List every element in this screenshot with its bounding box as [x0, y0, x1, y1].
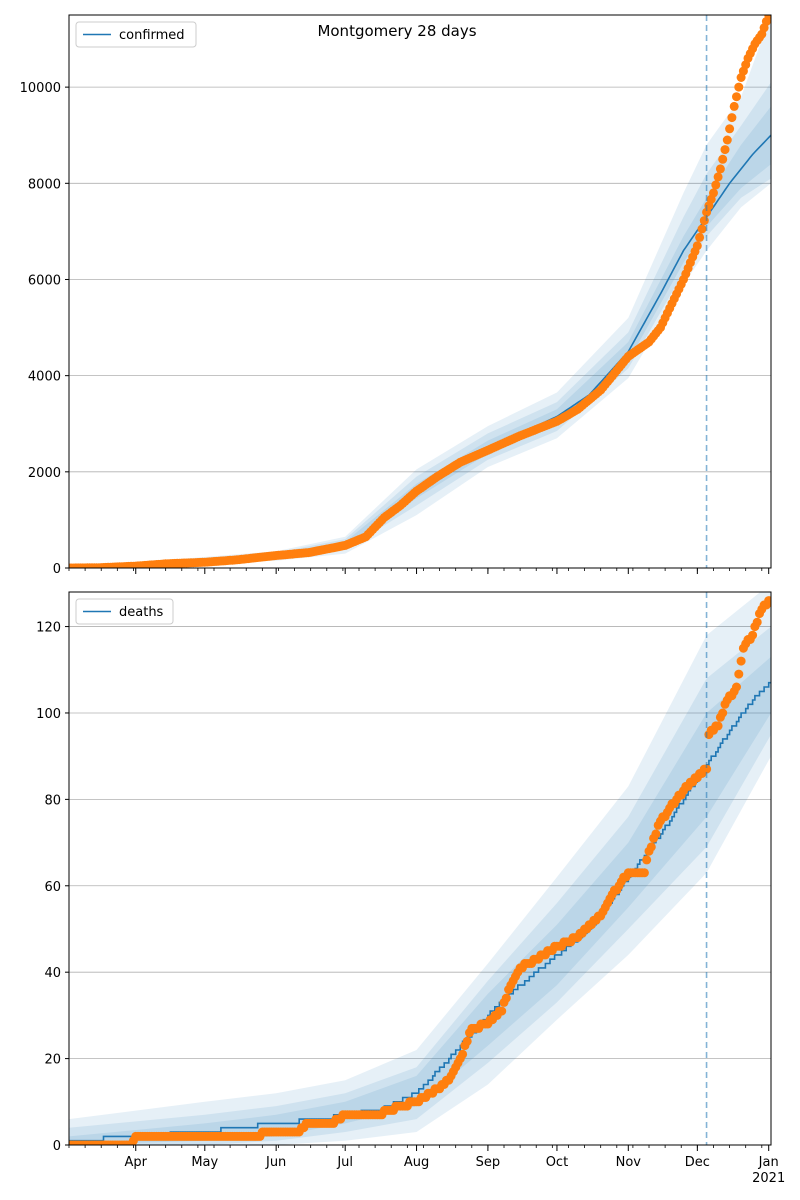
observed-point: [734, 82, 744, 92]
observed-point: [695, 232, 705, 242]
observed-point: [732, 682, 741, 692]
x-tick-label: Sep: [476, 1155, 501, 1170]
y-tick-label: 6000: [28, 273, 61, 288]
observed-point: [727, 113, 737, 123]
observed-point: [497, 1006, 507, 1016]
y-tick-label: 80: [44, 793, 61, 808]
observed-point: [462, 1036, 472, 1046]
observed-point: [646, 842, 656, 852]
observed-point: [732, 92, 741, 102]
observed-point: [718, 708, 728, 718]
observed-point: [725, 124, 735, 134]
observed-point: [702, 764, 712, 774]
figure-title: Montgomery 28 days: [317, 22, 476, 40]
observed-point: [722, 135, 732, 145]
observed-point: [713, 721, 723, 731]
legend-label: confirmed: [119, 28, 185, 43]
observed-point: [729, 101, 739, 111]
x-tick-label: Jan: [758, 1155, 779, 1170]
observed-point: [639, 868, 649, 878]
observed-point: [734, 669, 744, 679]
y-tick-label: 4000: [28, 370, 61, 385]
observed-point: [752, 617, 762, 627]
x-tick-label: Dec: [685, 1155, 710, 1170]
x-tick-label: Nov: [616, 1155, 642, 1170]
observed-point: [697, 224, 707, 234]
observed-point: [748, 630, 758, 640]
observed-point: [642, 855, 652, 865]
axes-frame: [68, 14, 772, 569]
x-tick-label: Oct: [546, 1155, 568, 1170]
y-tick-label: 20: [44, 1053, 61, 1068]
observed-point: [699, 216, 709, 226]
observed-point: [713, 172, 723, 182]
x-year-label: 2021: [752, 1171, 785, 1186]
plot-area: [69, 15, 771, 568]
y-tick-label: 60: [44, 880, 61, 895]
legend-label: deaths: [119, 605, 164, 620]
x-tick-label: May: [191, 1155, 218, 1170]
observed-point: [736, 656, 746, 666]
y-tick-label: 0: [53, 1139, 61, 1154]
y-tick-label: 100: [36, 707, 61, 722]
plot-area: [69, 592, 771, 1145]
x-tick-label: Aug: [404, 1155, 429, 1170]
deaths-panel: 0 20 40 60 80 100 120 Apr May Jun Jul Aug Sep Oct Nov D…: [36, 591, 785, 1186]
y-tick-label: 10000: [20, 81, 61, 96]
observed-point: [764, 15, 771, 20]
uncertainty-band-3: [69, 656, 771, 1145]
observed-point: [720, 145, 730, 155]
y-tick-label: 8000: [28, 177, 61, 192]
confirmed-panel: 0 2000 4000 6000 8000 10000 confirmed: [20, 14, 772, 577]
y-tick-label: 120: [36, 621, 61, 636]
observed-point: [692, 241, 702, 251]
observed-point: [709, 188, 718, 198]
x-tick-label: Apr: [124, 1155, 147, 1170]
uncertainty-band-2: [69, 626, 771, 1145]
confirmed-legend: confirmed: [75, 21, 197, 48]
observed-point: [458, 1049, 468, 1059]
y-tick-label: 0: [53, 562, 61, 577]
observed-point: [501, 993, 511, 1003]
y-tick-label: 40: [44, 966, 61, 981]
observed-point: [711, 180, 721, 190]
observed-point: [651, 829, 661, 839]
observed-point: [718, 154, 728, 164]
observed-point: [764, 596, 771, 606]
legend-box: [75, 21, 197, 48]
observed-point: [715, 164, 725, 174]
legend-box: [75, 598, 174, 625]
axes-frame: [68, 591, 772, 1146]
y-tick-label: 2000: [28, 466, 61, 481]
x-tick-label: Jul: [336, 1155, 353, 1170]
x-tick-label: Jun: [265, 1155, 286, 1170]
deaths-legend: deaths: [75, 598, 174, 625]
